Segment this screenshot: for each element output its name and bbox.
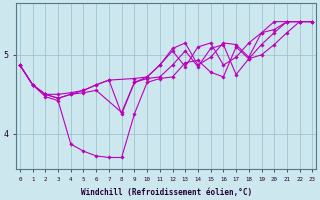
X-axis label: Windchill (Refroidissement éolien,°C): Windchill (Refroidissement éolien,°C)	[81, 188, 252, 197]
